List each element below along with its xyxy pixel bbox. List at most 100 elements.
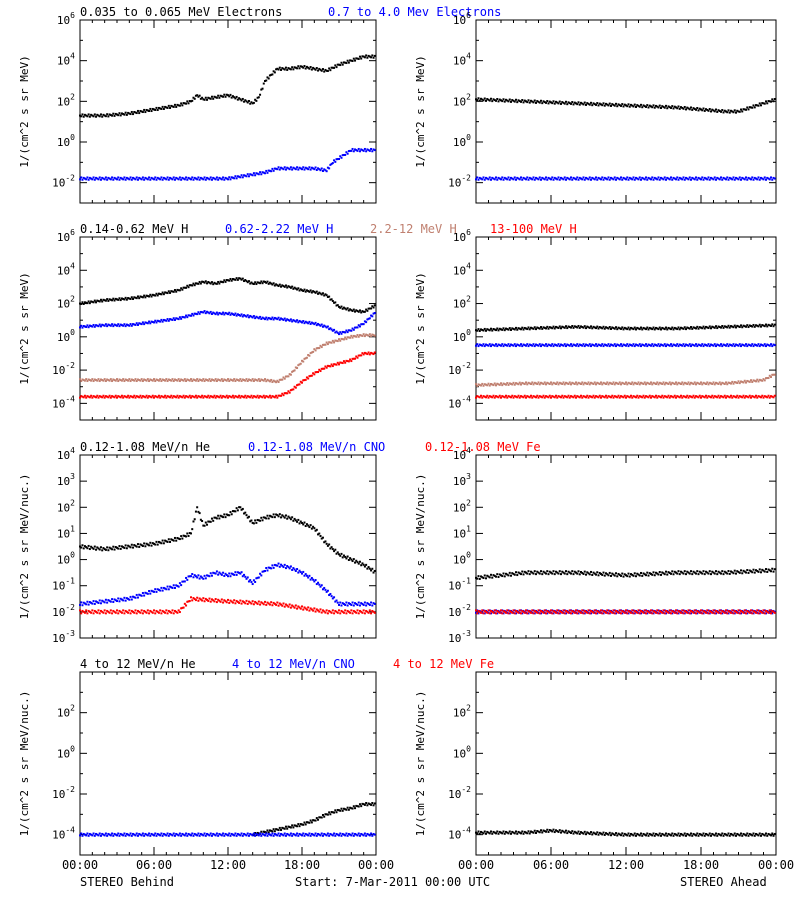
- data-point: [690, 326, 692, 329]
- data-point: [763, 102, 766, 105]
- data-point: [643, 381, 646, 384]
- data-point: [733, 345, 736, 348]
- data-point: [177, 585, 180, 588]
- data-point: [743, 396, 746, 399]
- data-point: [223, 93, 226, 96]
- data-point: [298, 825, 301, 828]
- data-point: [83, 301, 86, 304]
- data-point: [275, 68, 278, 71]
- data-point: [267, 831, 270, 834]
- data-point: [758, 178, 761, 181]
- data-point: [320, 293, 323, 296]
- data-point: [275, 381, 278, 384]
- panel-3-behind-ytick-label: 10-4: [52, 826, 75, 842]
- data-point: [301, 321, 303, 324]
- data-point: [212, 311, 215, 314]
- data-point: [657, 573, 660, 576]
- data-point: [305, 523, 308, 526]
- data-point: [249, 579, 252, 582]
- data-point: [328, 167, 331, 170]
- data-point: [768, 611, 771, 614]
- data-point: [136, 323, 139, 326]
- data-point: [351, 612, 354, 615]
- data-point: [341, 362, 344, 365]
- data-point: [224, 572, 227, 575]
- data-point: [611, 103, 614, 106]
- data-point: [728, 343, 731, 346]
- data-point: [310, 374, 313, 377]
- data-point: [588, 383, 591, 386]
- data-point: [650, 572, 652, 575]
- data-point: [675, 106, 677, 109]
- data-point: [113, 379, 116, 382]
- data-point: [608, 571, 611, 574]
- data-point: [587, 572, 590, 575]
- data-point: [127, 544, 130, 547]
- data-point: [292, 567, 295, 570]
- data-point: [240, 395, 243, 398]
- data-point: [239, 176, 242, 179]
- data-point: [631, 178, 634, 181]
- data-point: [193, 574, 196, 577]
- data-point: [116, 298, 118, 301]
- data-point: [696, 612, 699, 615]
- data-point: [207, 599, 210, 602]
- data-point: [491, 610, 494, 613]
- data-point: [350, 360, 353, 363]
- data-point: [478, 176, 481, 179]
- data-point: [373, 312, 376, 315]
- data-point: [641, 396, 644, 399]
- data-point: [164, 177, 167, 180]
- data-point: [653, 396, 656, 399]
- data-point: [106, 609, 109, 612]
- data-point: [197, 599, 200, 602]
- data-point: [715, 345, 717, 348]
- data-point: [268, 74, 271, 77]
- data-point: [85, 114, 88, 117]
- data-point: [134, 296, 137, 299]
- data-point: [170, 290, 173, 293]
- data-point: [591, 396, 594, 399]
- data-point: [275, 513, 278, 516]
- data-point: [718, 109, 721, 112]
- data-point: [772, 176, 775, 179]
- data-point: [593, 326, 596, 329]
- data-point: [350, 329, 353, 332]
- data-point: [225, 93, 228, 96]
- data-point: [305, 289, 308, 292]
- data-point: [653, 574, 656, 577]
- data-point: [230, 396, 233, 399]
- data-point: [366, 318, 369, 321]
- data-point: [169, 176, 172, 179]
- data-point: [132, 176, 135, 179]
- data-point: [627, 178, 630, 181]
- data-point: [496, 609, 499, 612]
- data-point: [661, 383, 664, 386]
- data-point: [606, 573, 609, 576]
- data-point: [715, 108, 717, 111]
- data-point: [545, 383, 547, 386]
- data-point: [273, 563, 276, 566]
- data-point: [203, 310, 206, 313]
- data-point: [558, 100, 561, 103]
- data-point: [676, 609, 679, 612]
- data-point: [309, 524, 312, 527]
- data-point: [770, 395, 772, 398]
- data-point: [161, 105, 164, 108]
- data-point: [90, 601, 93, 604]
- data-point: [765, 178, 767, 181]
- data-point: [150, 320, 153, 323]
- data-point: [598, 344, 601, 347]
- data-point: [528, 328, 531, 331]
- data-point: [573, 177, 576, 180]
- data-point: [125, 610, 128, 613]
- data-point: [254, 317, 257, 320]
- data-point: [235, 378, 238, 381]
- data-point: [238, 394, 241, 397]
- data-point: [134, 111, 137, 114]
- data-point: [218, 517, 221, 520]
- data-point: [120, 379, 123, 382]
- data-point: [293, 66, 296, 69]
- data-point: [223, 599, 226, 602]
- data-point: [239, 396, 242, 399]
